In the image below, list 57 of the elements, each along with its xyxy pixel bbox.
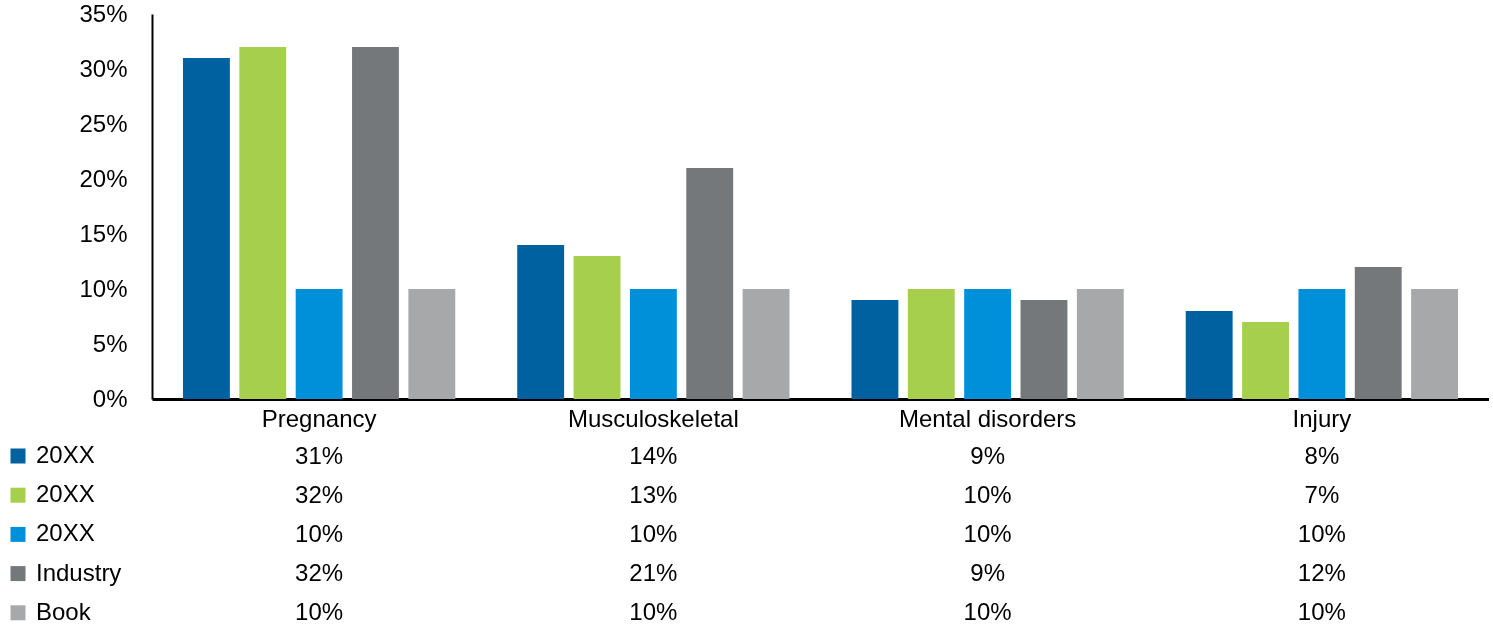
data-label: 12% xyxy=(1297,559,1346,587)
data-label: 31% xyxy=(295,441,344,469)
bar xyxy=(1411,289,1459,399)
x-tick-label: Musculoskeletal xyxy=(568,404,739,432)
y-tick-label: 0% xyxy=(92,384,128,412)
bar xyxy=(352,47,399,399)
bar xyxy=(907,289,955,399)
legend-label: 20XX xyxy=(36,519,95,547)
bar xyxy=(295,289,343,399)
x-tick-label: Pregnancy xyxy=(261,404,377,432)
data-label: 13% xyxy=(629,480,678,508)
data-label: 14% xyxy=(629,441,678,469)
data-label: 10% xyxy=(963,480,1012,508)
legend-label: 20XX xyxy=(36,480,95,508)
bar xyxy=(182,58,230,399)
x-tick-label: Injury xyxy=(1292,404,1352,432)
data-label: 10% xyxy=(963,520,1012,547)
data-label: 10% xyxy=(629,598,678,626)
bar xyxy=(408,289,456,399)
y-tick-label: 20% xyxy=(79,164,128,192)
data-label: 32% xyxy=(295,480,344,508)
data-label: 10% xyxy=(295,520,344,547)
y-tick-label: 25% xyxy=(79,109,128,137)
data-label: 9% xyxy=(970,559,1005,587)
y-tick-label: 35% xyxy=(79,0,128,27)
bar xyxy=(742,289,790,399)
y-tick-label: 30% xyxy=(79,54,128,82)
bar xyxy=(1242,322,1289,399)
data-label: 10% xyxy=(295,598,344,626)
x-tick-label: Mental disorders xyxy=(898,404,1077,432)
legend-label: 20XX xyxy=(36,441,95,468)
y-tick-label: 15% xyxy=(79,219,128,247)
data-label: 10% xyxy=(1297,598,1346,626)
data-label: 10% xyxy=(963,598,1012,626)
bar xyxy=(1020,300,1068,399)
bar xyxy=(239,47,287,399)
data-label: 21% xyxy=(629,559,678,587)
bar xyxy=(629,289,677,399)
bar xyxy=(964,289,1012,399)
bar xyxy=(686,168,734,399)
bar xyxy=(1354,267,1402,399)
y-tick-label: 5% xyxy=(92,329,128,357)
data-label: 10% xyxy=(1297,520,1346,547)
bar xyxy=(517,245,565,399)
legend-label: Industry xyxy=(36,558,122,586)
bar xyxy=(573,256,621,399)
bar xyxy=(851,300,899,399)
legend-label: Book xyxy=(36,597,92,625)
data-label: 10% xyxy=(629,520,678,547)
bar xyxy=(1185,311,1233,399)
data-label: 9% xyxy=(970,441,1005,469)
data-label: 7% xyxy=(1304,480,1340,508)
data-label: 8% xyxy=(1304,441,1340,469)
y-tick-label: 10% xyxy=(79,274,128,302)
bar xyxy=(1076,289,1124,399)
data-label: 32% xyxy=(295,559,344,587)
bar xyxy=(1298,289,1346,399)
